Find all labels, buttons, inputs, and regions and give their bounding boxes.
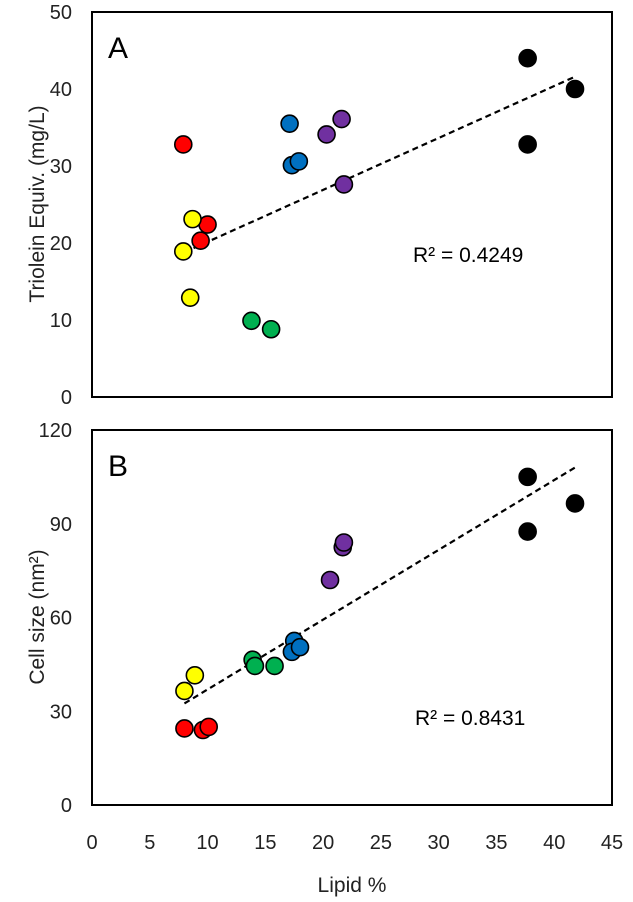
panel-b-trendline: [183, 466, 576, 705]
panel-a-y-tick-label: 20: [50, 233, 72, 255]
data-point: [317, 125, 336, 144]
panel-a-y-tick-label: 50: [50, 2, 72, 24]
panel-b-points: [175, 467, 585, 740]
data-point: [173, 135, 193, 154]
data-point: [175, 681, 194, 701]
data-point: [334, 533, 354, 552]
panel-b-y-tick-label: 90: [50, 514, 72, 536]
panel-a-frame: [91, 11, 613, 398]
panel-b-y-tick-label: 120: [39, 420, 72, 442]
data-point: [518, 48, 537, 68]
data-point: [185, 666, 205, 685]
x-tick-label: 30: [428, 832, 450, 854]
data-point: [518, 135, 537, 154]
panel-a-y-tick-label: 40: [50, 79, 72, 101]
data-point: [290, 637, 310, 657]
data-point: [289, 152, 309, 171]
panel-a-r2-annotation: R² = 0.4249: [413, 244, 523, 267]
panel-a-y-tick-label: 10: [50, 310, 72, 332]
panel-b-label: B: [108, 450, 128, 483]
data-point: [334, 175, 354, 194]
x-tick-label: 40: [543, 832, 565, 854]
data-point: [320, 570, 340, 590]
data-point: [518, 467, 537, 487]
data-point: [199, 717, 219, 737]
data-point: [242, 311, 261, 331]
x-tick-label: 10: [196, 832, 218, 854]
panel-b-y-tick-label: 60: [50, 608, 72, 630]
panel-a-y-tick-label: 0: [61, 387, 72, 409]
panel-b-x-ticks: 0 5 10 15 20 25 30 35 40 45: [86, 832, 623, 854]
panel-b: B R² = 0.8431 Cell size (nm²) Lipid % 0 3…: [26, 420, 623, 897]
data-point: [565, 494, 585, 513]
x-tick-label: 15: [254, 832, 276, 854]
data-point: [245, 656, 265, 676]
x-tick-label: 45: [601, 832, 623, 854]
x-tick-label: 0: [86, 832, 97, 854]
panel-b-frame: [91, 429, 613, 806]
data-point: [265, 656, 284, 676]
panel-a-y-tick-label: 30: [50, 156, 72, 178]
panel-a-y-axis-title: Triolein Equiv. (mg/L): [26, 105, 49, 302]
data-point: [518, 522, 537, 541]
panel-a: A R² = 0.4249 Triolein Equiv. (mg/L) 0 10…: [26, 2, 613, 409]
data-point: [183, 209, 202, 229]
panel-b-y-tick-label: 30: [50, 701, 72, 723]
x-tick-label: 20: [312, 832, 334, 854]
panel-b-r2-annotation: R² = 0.8431: [415, 707, 525, 730]
data-point: [565, 79, 585, 99]
data-point: [180, 288, 200, 307]
panel-a-points: [173, 48, 585, 339]
panel-b-y-ticks: 0 30 60 90 120: [39, 420, 72, 817]
data-point: [261, 319, 281, 339]
data-point: [280, 114, 299, 133]
x-axis-title: Lipid %: [318, 874, 387, 897]
x-tick-label: 5: [144, 832, 155, 854]
panel-b-y-tick-label: 0: [61, 795, 72, 817]
panel-a-trendline: [183, 75, 576, 254]
data-point: [191, 231, 210, 250]
data-point: [332, 109, 351, 129]
x-tick-label: 35: [485, 832, 507, 854]
panel-a-label: A: [108, 32, 128, 65]
data-point: [173, 242, 193, 261]
data-point: [175, 719, 194, 738]
panel-a-y-ticks: 0 10 20 30 40 50: [50, 2, 72, 409]
x-tick-label: 25: [370, 832, 392, 854]
panel-b-y-axis-title: Cell size (nm²): [26, 549, 49, 684]
